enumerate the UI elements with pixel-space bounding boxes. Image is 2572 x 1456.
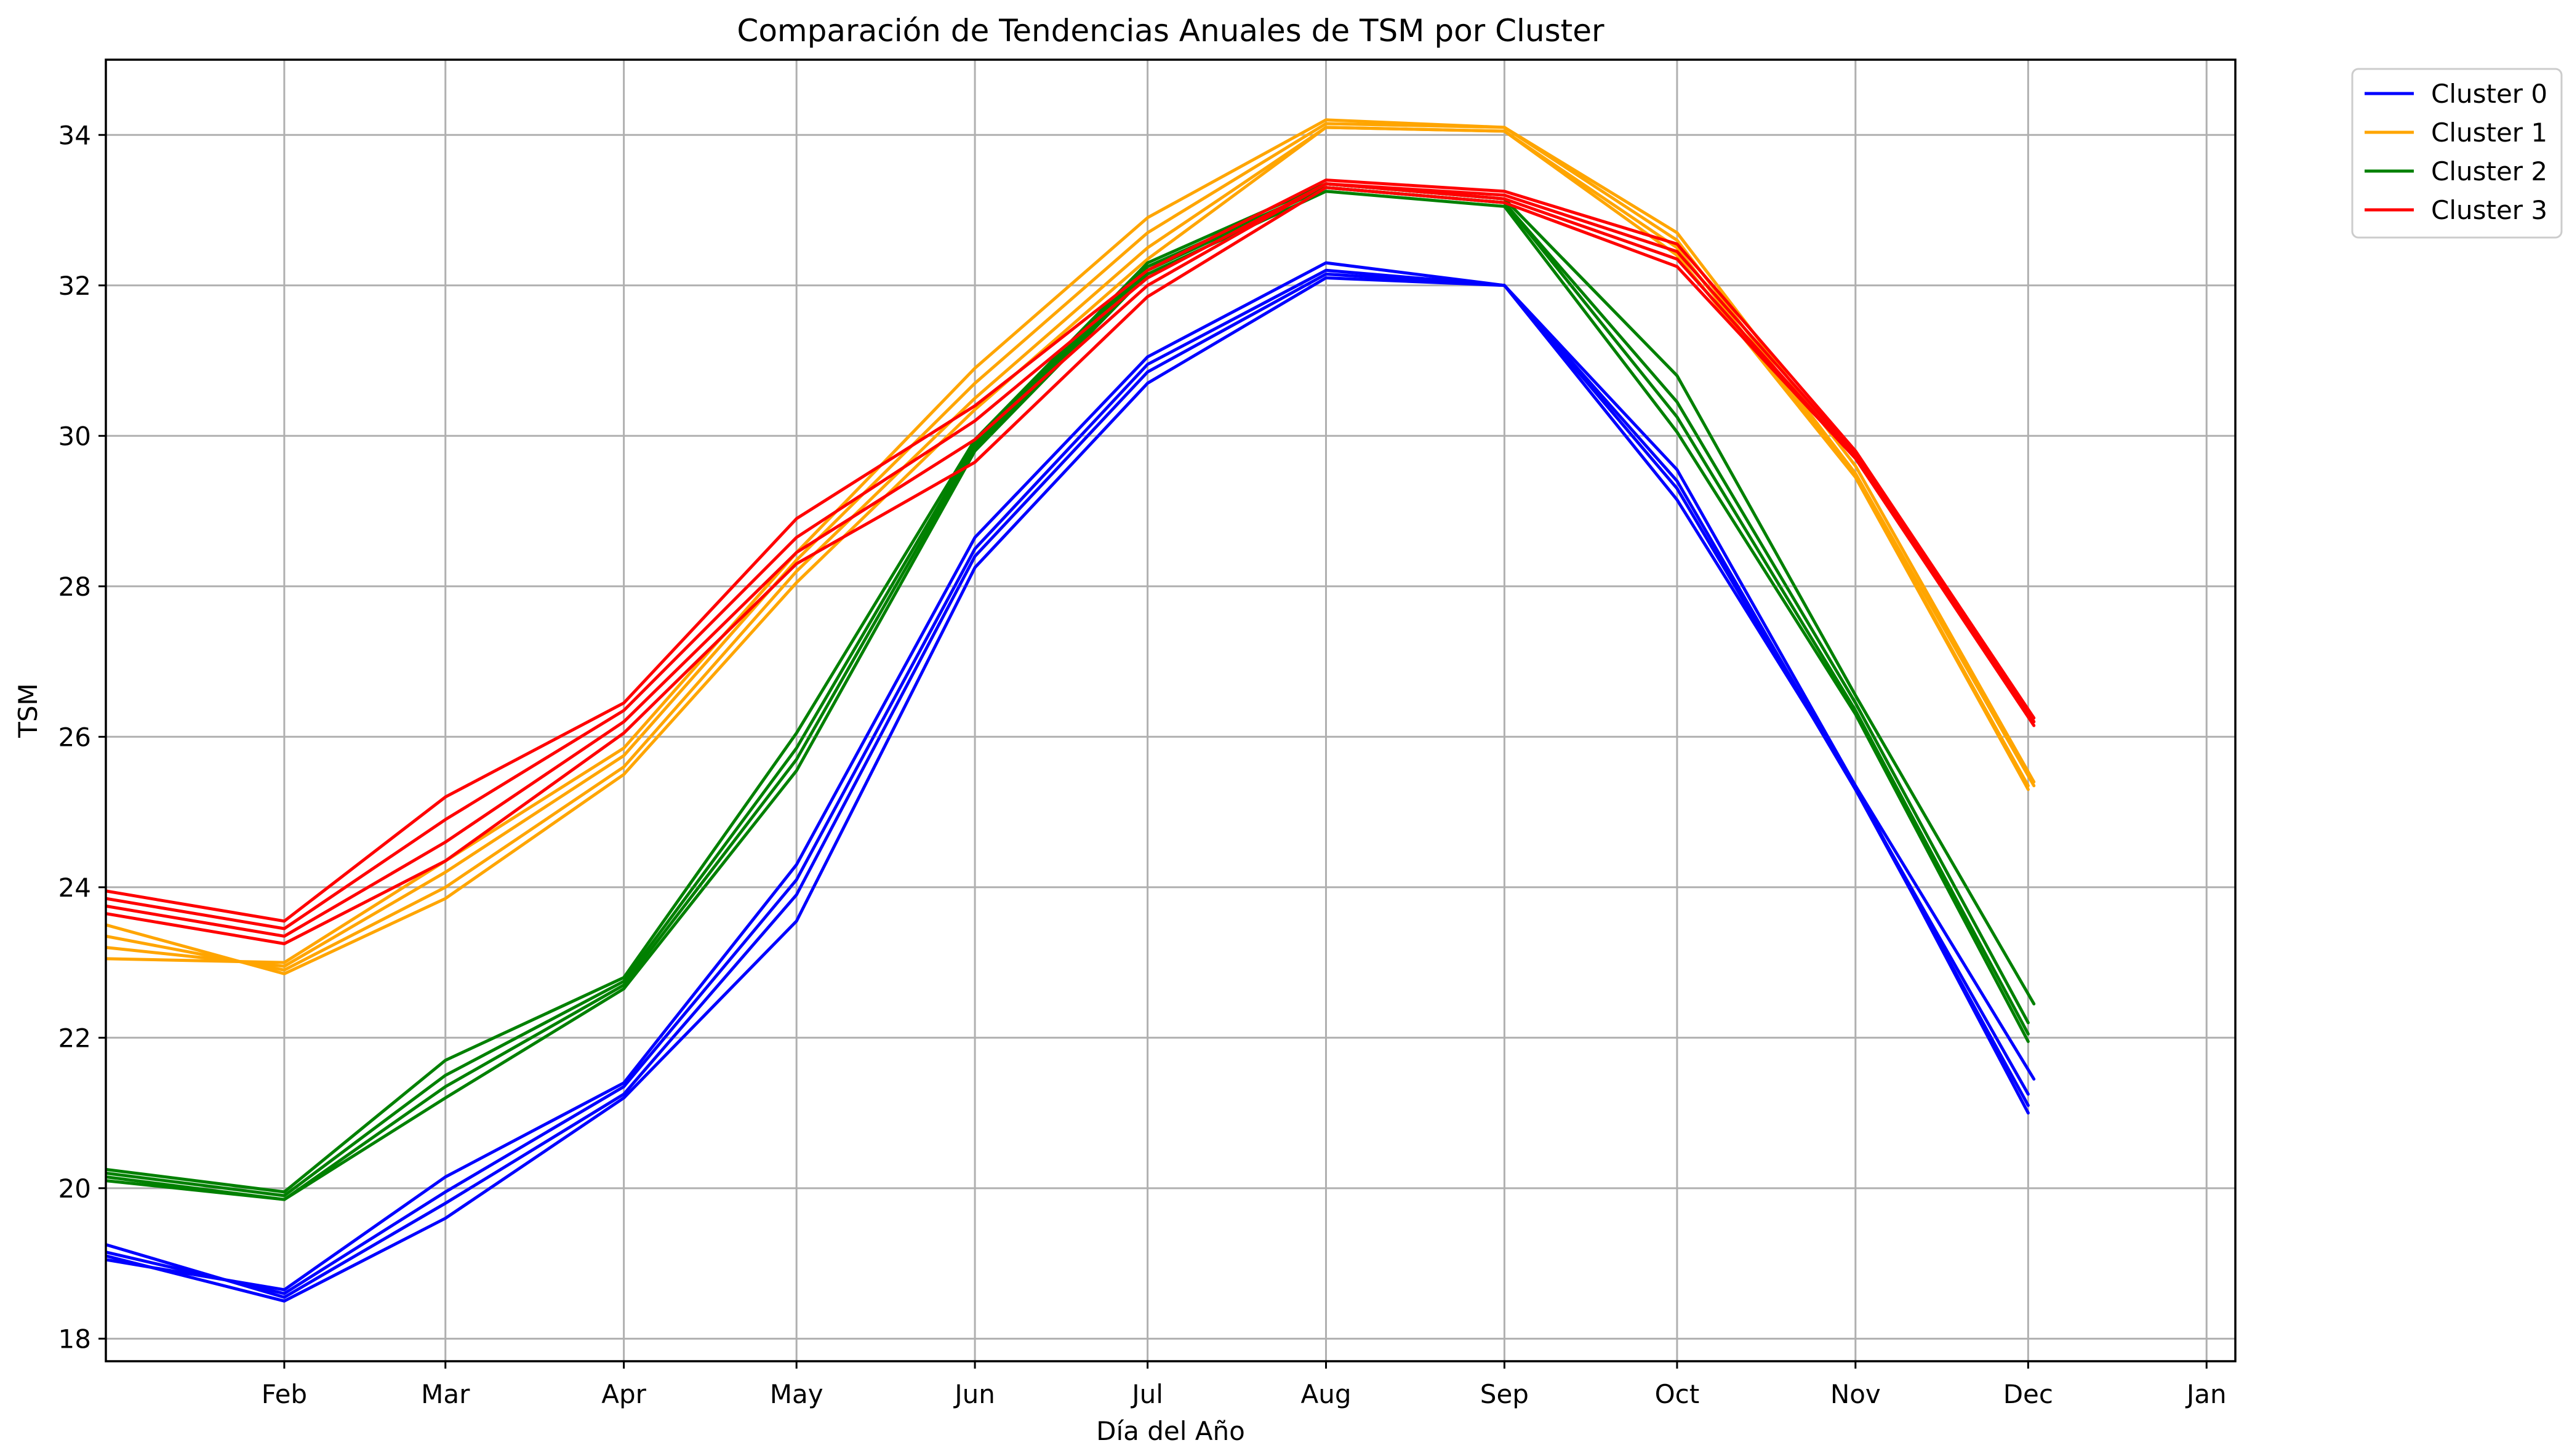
x-tick-label: Jan [2185, 1379, 2227, 1409]
grid [106, 60, 2235, 1361]
cluster-3-line-2 [106, 182, 2036, 938]
x-axis-label: Día del Año [1096, 1416, 1245, 1446]
legend-label-cluster-2: Cluster 2 [2431, 156, 2547, 186]
legend-box [2351, 68, 2563, 239]
x-tick-label: May [770, 1379, 823, 1409]
x-tick-label: Aug [1300, 1379, 1351, 1409]
x-tick-label: Nov [1830, 1379, 1881, 1409]
y-tick-label: 30 [58, 421, 91, 451]
cluster-0-line-0 [106, 261, 2036, 1292]
x-tick-label: Jul [1130, 1379, 1163, 1409]
chart-title: Comparación de Tendencias Anuales de TSM… [737, 13, 1604, 49]
y-tick-label: 20 [58, 1174, 91, 1204]
cluster-0-line-3 [106, 276, 2030, 1303]
x-tick-label: Dec [2003, 1379, 2053, 1409]
cluster-3-series [106, 178, 2036, 945]
plot-frame [105, 58, 2237, 1362]
y-axis-label: TSM [13, 683, 43, 738]
cluster-1-line-0 [106, 118, 2036, 964]
legend-label-cluster-3: Cluster 3 [2431, 195, 2547, 225]
y-tick-label: 24 [58, 873, 91, 903]
y-tick-label: 18 [58, 1324, 91, 1354]
y-tick-label: 26 [58, 722, 91, 752]
x-tick-label: Mar [421, 1379, 470, 1409]
x-tick-label: Sep [1480, 1379, 1529, 1409]
series-layer [106, 118, 2036, 1303]
cluster-2-line-2 [106, 186, 2030, 1201]
y-tick-label: 22 [58, 1023, 91, 1053]
cluster-3-line-3 [106, 186, 2036, 945]
legend-label-cluster-1: Cluster 1 [2431, 118, 2547, 148]
x-tick-label: Apr [601, 1379, 646, 1409]
cluster-3-line-0 [106, 178, 2036, 923]
x-tick-label: Oct [1655, 1379, 1700, 1409]
cluster-0-line-2 [106, 272, 2030, 1299]
cluster-0-series [106, 261, 2036, 1303]
y-tick-label: 34 [58, 120, 91, 150]
ticks: 18 20 22 24 26 28 30 32 34 Feb Mar Apr May Jun Jul Aug S… [58, 120, 2227, 1409]
legend: Cluster 0 Cluster 1 Cluster 2 Cluster 3 [2351, 68, 2563, 239]
x-tick-label: Jun [953, 1379, 995, 1409]
x-tick-label: Feb [262, 1379, 307, 1409]
y-tick-label: 28 [58, 572, 91, 602]
cluster-3-line-1 [106, 182, 2036, 930]
cluster-2-line-1 [106, 186, 2030, 1198]
legend-label-cluster-0: Cluster 0 [2431, 79, 2547, 109]
cluster-0-line-1 [106, 268, 2030, 1295]
y-tick-label: 32 [58, 271, 91, 301]
